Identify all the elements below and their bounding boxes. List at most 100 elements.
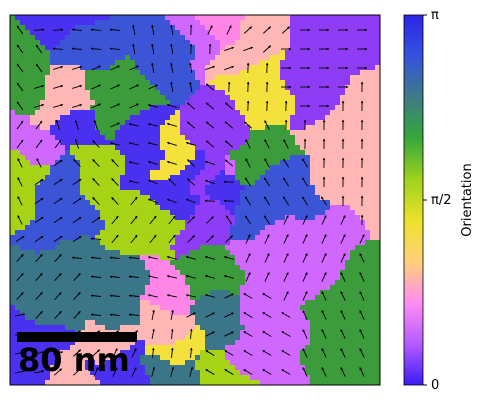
domain-cell (65, 85, 71, 91)
domain-cell (310, 150, 316, 156)
domain-cell (135, 215, 141, 221)
domain-cell (295, 85, 301, 91)
domain-cell (325, 330, 331, 336)
domain-cell (20, 100, 26, 106)
domain-cell (10, 215, 16, 221)
domain-cell (80, 210, 86, 216)
domain-cell (125, 295, 131, 301)
domain-cell (205, 115, 211, 121)
domain-cell (170, 215, 176, 221)
domain-cell (280, 145, 286, 151)
domain-cell (160, 55, 166, 61)
domain-cell (300, 170, 306, 176)
domain-cell (240, 320, 246, 326)
domain-cell (95, 250, 101, 256)
domain-cell (335, 310, 341, 316)
domain-cell (95, 210, 101, 216)
domain-cell (135, 230, 141, 236)
domain-cell (175, 175, 181, 181)
domain-cell (360, 250, 366, 256)
domain-cell (105, 135, 111, 141)
domain-cell (330, 245, 336, 251)
domain-cell (55, 55, 61, 61)
domain-cell (165, 280, 171, 286)
domain-cell (160, 65, 166, 71)
domain-cell (50, 40, 56, 46)
domain-cell (30, 130, 36, 136)
domain-cell (330, 315, 336, 321)
domain-cell (170, 350, 176, 356)
domain-cell (105, 130, 111, 136)
domain-cell (360, 290, 366, 296)
domain-cell (245, 290, 251, 296)
domain-cell (195, 350, 201, 356)
domain-cell (350, 255, 356, 261)
domain-cell (45, 200, 51, 206)
domain-cell (10, 150, 16, 156)
domain-cell (330, 185, 336, 191)
domain-cell (275, 295, 281, 301)
domain-cell (325, 255, 331, 261)
domain-cell (15, 275, 21, 281)
domain-cell (220, 320, 226, 326)
domain-cell (145, 40, 151, 46)
domain-cell (220, 85, 226, 91)
domain-cell (70, 80, 76, 86)
domain-cell (95, 280, 101, 286)
domain-cell (45, 65, 51, 71)
domain-cell (20, 155, 26, 161)
domain-cell (205, 130, 211, 136)
domain-cell (110, 90, 116, 96)
domain-cell (130, 50, 136, 56)
domain-cell (270, 95, 276, 101)
domain-cell (325, 300, 331, 306)
domain-cell (25, 20, 31, 26)
domain-cell (145, 290, 151, 296)
domain-cell (135, 280, 141, 286)
domain-cell (265, 85, 271, 91)
domain-cell (315, 320, 321, 326)
domain-cell (140, 300, 146, 306)
domain-cell (200, 245, 206, 251)
domain-cell (75, 95, 81, 101)
domain-cell (185, 130, 191, 136)
domain-cell (160, 260, 166, 266)
domain-cell (210, 110, 216, 116)
domain-cell (225, 265, 231, 271)
domain-cell (245, 340, 251, 346)
domain-cell (200, 150, 206, 156)
domain-cell (210, 30, 216, 36)
domain-cell (80, 140, 86, 146)
domain-cell (30, 90, 36, 96)
domain-cell (205, 225, 211, 231)
domain-cell (185, 40, 191, 46)
domain-cell (175, 185, 181, 191)
domain-cell (90, 70, 96, 76)
domain-cell (10, 15, 16, 21)
domain-cell (330, 210, 336, 216)
domain-cell (375, 30, 380, 36)
domain-cell (310, 95, 316, 101)
domain-cell (95, 345, 101, 351)
domain-cell (95, 235, 101, 241)
domain-cell (180, 240, 186, 246)
domain-cell (125, 280, 131, 286)
domain-cell (130, 215, 136, 221)
domain-cell (235, 240, 241, 246)
domain-cell (325, 335, 331, 341)
domain-cell (280, 20, 286, 26)
domain-cell (75, 295, 81, 301)
domain-cell (165, 100, 171, 106)
domain-cell (225, 260, 231, 266)
domain-cell (295, 80, 301, 86)
domain-cell (105, 95, 111, 101)
domain-cell (140, 25, 146, 31)
domain-cell (230, 225, 236, 231)
domain-cell (135, 310, 141, 316)
domain-cell (375, 230, 380, 236)
domain-cell (60, 210, 66, 216)
domain-cell (335, 85, 341, 91)
domain-cell (360, 270, 366, 276)
domain-cell (30, 160, 36, 166)
domain-cell (25, 125, 31, 131)
